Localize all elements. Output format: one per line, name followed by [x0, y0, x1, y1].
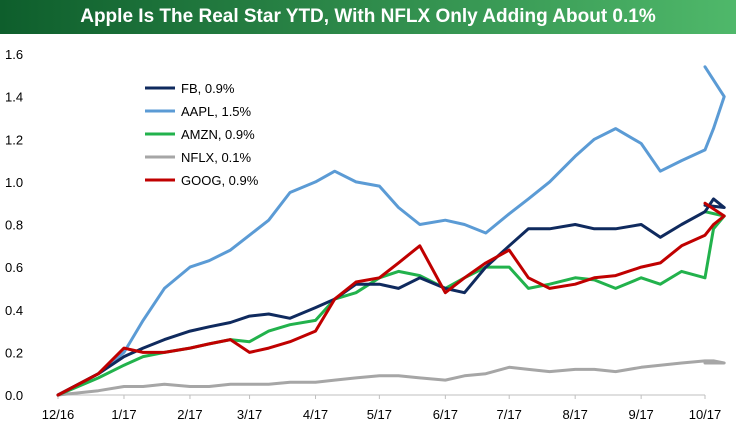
chart-title: Apple Is The Real Star YTD, With NFLX On… [80, 6, 656, 27]
x-tick-label: 8/17 [563, 407, 588, 422]
y-axis-ticks: 0.0 0.2 0.4 0.6 0.8 1.0 1.2 1.4 1.6 [5, 47, 23, 403]
y-tick-label: 0.6 [5, 260, 23, 275]
legend-label-fb: FB, 0.9% [181, 81, 235, 96]
x-tick-label: 12/16 [42, 407, 75, 422]
line-chart: 0.0 0.2 0.4 0.6 0.8 1.0 1.2 1.4 1.6 12/16 1/17 2/1… [5, 47, 726, 422]
y-tick-label: 0.4 [5, 303, 23, 318]
x-axis-ticks: 12/16 1/17 2/17 3/17 4/17 5/17 6/17 7/17 8/17 9/1… [42, 407, 722, 422]
legend-label-amzn: AMZN, 0.9% [181, 127, 255, 142]
x-tick-label: 3/17 [237, 407, 262, 422]
y-tick-label: 1.0 [5, 175, 23, 190]
x-tick-label: 4/17 [303, 407, 328, 422]
series-line-amzn [56, 210, 726, 397]
y-tick-label: 0.0 [5, 388, 23, 403]
legend-label-nflx: NFLX, 0.1% [181, 150, 252, 165]
x-tick-label: 6/17 [433, 407, 458, 422]
series-lines [56, 65, 726, 397]
y-tick-label: 0.2 [5, 345, 23, 360]
series-line-fb [56, 197, 726, 397]
series-line-aapl [56, 65, 726, 397]
y-tick-label: 1.2 [5, 132, 23, 147]
x-tick-label: 2/17 [177, 407, 202, 422]
series-line-nflx [56, 359, 726, 397]
y-tick-label: 1.6 [5, 47, 23, 62]
legend-label-aapl: AAPL, 1.5% [181, 104, 252, 119]
x-tick-label: 5/17 [367, 407, 392, 422]
series-line-goog [56, 201, 726, 397]
x-tick-label: 9/17 [628, 407, 653, 422]
x-tick-label: 7/17 [497, 407, 522, 422]
y-tick-label: 1.4 [5, 90, 23, 105]
y-tick-label: 0.8 [5, 218, 23, 233]
x-tick-label: 1/17 [111, 407, 136, 422]
title-bar: Apple Is The Real Star YTD, With NFLX On… [0, 0, 736, 34]
legend-label-goog: GOOG, 0.9% [181, 173, 259, 188]
x-axis-tickmarks [57, 395, 706, 399]
legend: FB, 0.9% AAPL, 1.5% AMZN, 0.9% NFLX, 0.1% GO… [145, 81, 259, 188]
x-tick-label: 10/17 [689, 407, 722, 422]
